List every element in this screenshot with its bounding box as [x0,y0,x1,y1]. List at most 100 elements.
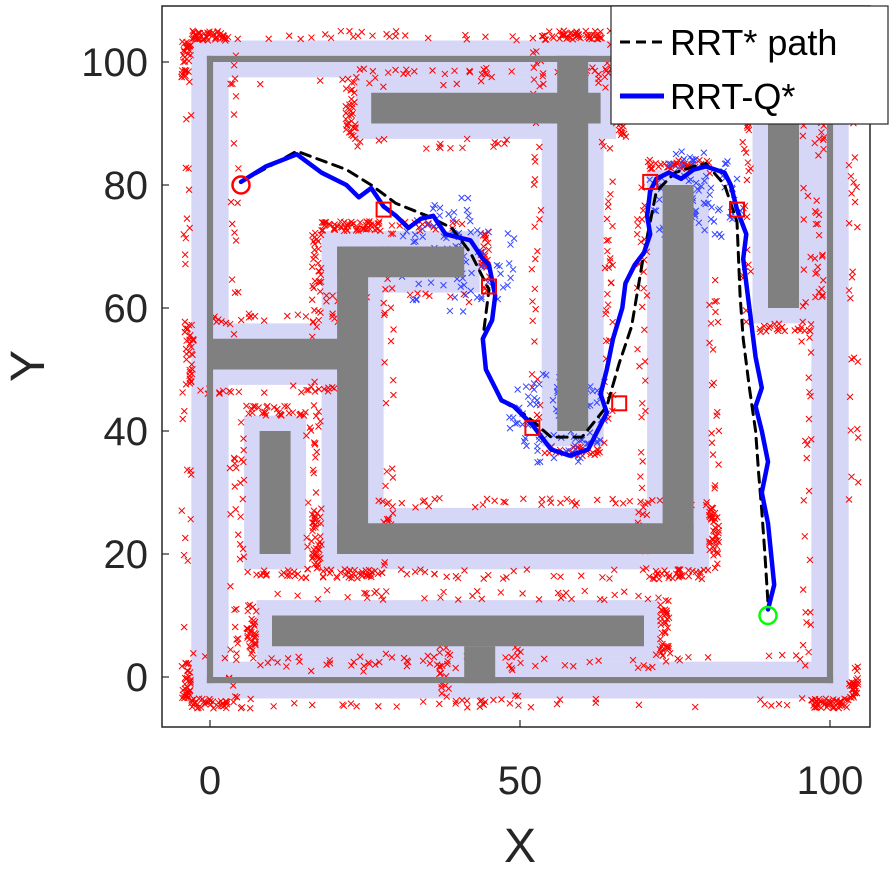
sample-cross [419,698,427,706]
local-sample-cross [655,226,663,233]
sample-cross [350,78,358,86]
sample-cross [814,263,822,271]
sample-cross [234,531,242,538]
sample-cross [403,662,411,670]
sample-cross [182,164,190,172]
sample-cross [540,655,548,663]
sample-cross [675,566,683,573]
sample-cross [658,643,666,650]
sample-cross [290,699,298,707]
sample-cross [311,240,319,248]
sample-cross [349,33,357,41]
sample-cross [298,388,305,396]
sample-cross [316,513,324,521]
sample-cross [707,514,715,522]
sample-cross [402,66,410,74]
sample-cross [517,659,524,667]
sample-cross [443,573,451,581]
sample-cross [706,169,714,177]
sample-cross [602,67,610,74]
local-sample-cross [708,203,715,211]
sample-cross [743,176,751,184]
sample-cross [819,136,827,144]
sample-cross [378,592,385,600]
sample-cross [603,215,611,223]
sample-cross [766,322,774,330]
sample-cross [348,221,356,228]
sample-cross [602,65,609,73]
local-sample-cross [458,194,465,202]
sample-cross [383,515,391,523]
local-sample-cross [431,201,439,209]
sample-cross [384,69,392,76]
sample-cross [320,219,327,227]
sample-cross [594,35,602,43]
sample-cross [708,504,716,512]
sample-cross [694,574,702,581]
sample-cross [639,457,647,465]
sample-cross [226,320,234,328]
sample-cross [310,284,318,292]
sample-cross [451,67,458,75]
sample-cross [452,572,460,580]
sample-cross [404,658,412,666]
waypoint-marker [611,395,628,412]
sample-cross [363,218,370,225]
sample-cross [316,77,324,84]
sample-cross [323,586,331,594]
goal-marker [758,605,778,626]
y-tick-label: 40 [104,410,149,454]
local-sample-cross [667,160,675,168]
local-sample-cross [499,284,507,291]
local-sample-cross [524,393,532,400]
sample-cross [324,384,332,392]
sample-cross [517,648,524,656]
sample-cross [478,595,486,603]
sample-cross [437,594,444,601]
sample-cross [346,101,353,108]
sample-cross [234,199,241,207]
ticks-layer: 0 50 100 0 20 40 60 80 100 [81,41,863,803]
sample-cross [185,186,193,194]
sample-cross [814,220,822,228]
sample-cross [836,702,843,710]
sample-cross [662,619,669,627]
sample-cross [637,238,645,246]
local-sample-cross [702,200,709,208]
sample-cross [598,138,606,146]
sample-cross [848,273,856,281]
sample-cross [850,693,858,701]
sample-cross [315,546,323,554]
sample-cross [806,608,814,616]
sample-cross [708,439,716,447]
sample-cross [528,370,536,378]
sample-cross [314,595,322,603]
sample-cross [713,408,721,416]
sample-cross [747,268,755,275]
sample-cross [547,499,555,506]
sample-cross [824,701,832,709]
sample-cross [235,388,243,396]
sample-cross [237,704,245,712]
sample-cross [502,498,509,506]
sample-cross [639,207,647,214]
sample-cross [389,502,396,510]
sample-cross [847,427,855,434]
sample-cross [350,658,358,666]
sample-cross [819,251,826,259]
sample-cross [202,698,210,706]
sample-cross [848,686,856,693]
sample-cross [314,259,322,267]
sample-cross [273,405,281,413]
sample-cross [302,408,309,416]
local-sample-cross [506,414,513,421]
sample-cross [392,66,399,74]
sample-cross [466,67,473,75]
sample-cross [447,144,454,152]
local-sample-cross [698,182,705,190]
sample-cross [482,64,490,72]
local-sample-cross [466,217,474,225]
sample-cross [289,409,297,416]
sample-cross [283,663,290,670]
sample-cross [344,119,352,127]
